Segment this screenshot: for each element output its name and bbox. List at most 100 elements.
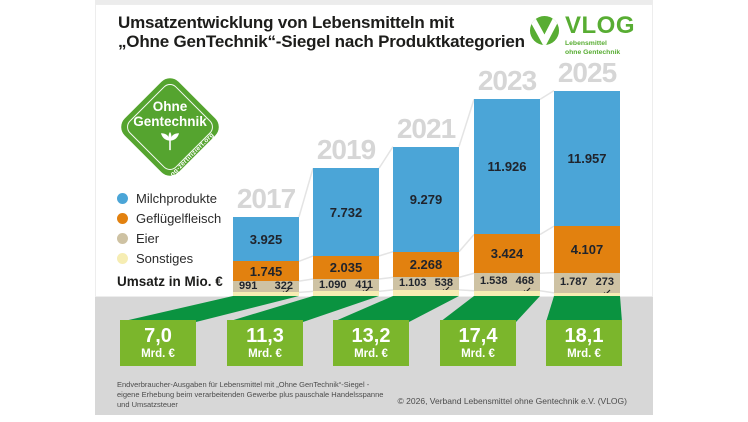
vlog-wordmark: VLOG Lebensmittel ohne Gentechnik (565, 12, 636, 57)
value-gefluegelfleisch: 1.745 (249, 263, 283, 279)
legend-label: Sonstiges (136, 250, 194, 266)
value-sonstiges: 538 (434, 277, 453, 290)
total-box-2023: 17,4 Mrd. € (440, 320, 516, 366)
total-value: 18,1 (564, 324, 604, 347)
segment-milchprodukte: 9.279 (393, 146, 459, 252)
seal-text-line2: Gentechnik (133, 114, 207, 129)
legend-item-geflügelfleisch: Geflügelfleisch (117, 208, 223, 228)
value-sonstiges: 411 (355, 278, 373, 291)
segment-gefluegelfleisch: 2.035 (313, 255, 379, 279)
segment-eier: 1.103 538 (393, 277, 459, 293)
segment-eier: 991 322 (233, 280, 299, 296)
title-line-1: Umsatzentwicklung von Lebensmitteln mit (118, 13, 455, 32)
segment-sonstiges (474, 290, 540, 296)
segment-sonstiges (233, 292, 299, 296)
copyright: © 2026, Verband Lebensmittel ohne Gentec… (397, 396, 627, 406)
value-eier: 1.103 (399, 277, 427, 290)
year-label-2021: 2021 (396, 112, 456, 144)
seal-text-line1: Ohne (152, 99, 188, 115)
footnote-line2: eigene Erhebung beim verarbeitenden Gewe… (117, 389, 384, 399)
total-value: 11,3 (246, 324, 284, 347)
value-milchprodukte: 3.925 (249, 231, 283, 247)
segment-gefluegelfleisch: 1.745 (233, 261, 299, 282)
value-gefluegelfleisch: 4.107 (570, 241, 604, 257)
total-value: 7,0 (144, 324, 172, 347)
footnote-line1: Endverbraucher-Ausgaben für Lebensmittel… (117, 380, 370, 389)
value-sonstiges: 273 (595, 276, 614, 289)
legend-item-sonstiges: Sonstiges (117, 248, 223, 268)
legend: Milchprodukte Geflügelfleisch Eier Sonstige… (117, 188, 223, 289)
segment-milchprodukte: 7.732 (313, 168, 379, 256)
vlog-logo: VLOG Lebensmittel ohne Gentechnik (529, 12, 636, 57)
value-milchprodukte: 9.279 (409, 191, 443, 207)
legend-item-eier: Eier (117, 228, 223, 248)
ohne-gentechnik-seal: Ohne Gentechnik og-zertifiziert.org (116, 73, 224, 181)
seal-leaf-icon (157, 131, 183, 156)
value-eier: 1.090 (319, 278, 347, 291)
legend-label: Milchprodukte (136, 190, 217, 206)
legend-dot-icon (117, 252, 128, 264)
segment-gefluegelfleisch: 4.107 (554, 226, 620, 273)
bar-2021: 9.279 2.268 1.103 538 (393, 146, 459, 296)
value-eier: 1.787 (560, 276, 588, 289)
page-title: Umsatzentwicklung von Lebensmitteln mit … (118, 13, 525, 51)
total-unit: Mrd. € (461, 347, 495, 360)
seal-content: Ohne Gentechnik (117, 74, 223, 180)
top-strip (95, 0, 653, 4)
legend-dot-icon (117, 212, 128, 224)
total-box-2025: 18,1 Mrd. € (546, 320, 622, 366)
total-value: 13,2 (351, 324, 391, 347)
value-gefluegelfleisch: 2.035 (329, 259, 363, 275)
bar-2017: 3.925 1.745 991 322 (233, 216, 299, 296)
segment-eier: 1.787 273 (554, 272, 620, 296)
bar-2019: 7.732 2.035 1.090 411 (313, 168, 379, 296)
value-gefluegelfleisch: 3.424 (490, 246, 524, 262)
legend-label: Geflügelfleisch (136, 210, 222, 226)
segment-sonstiges (554, 292, 620, 296)
year-label-2019: 2019 (316, 134, 376, 166)
legend-item-milchprodukte: Milchprodukte (117, 188, 223, 208)
value-sonstiges: 322 (274, 280, 293, 293)
legend-dot-icon (117, 232, 128, 244)
vlog-check-icon (529, 15, 560, 57)
total-unit: Mrd. € (354, 347, 388, 360)
segment-milchprodukte: 3.925 (233, 216, 299, 262)
total-unit: Mrd. € (567, 347, 601, 360)
total-unit: Mrd. € (248, 347, 282, 360)
total-box-2017: 7,0 Mrd. € (120, 320, 196, 366)
footnote-line3: und Umsatzsteuer (117, 399, 178, 409)
total-box-2021: 13,2 Mrd. € (333, 320, 409, 366)
year-label-2023: 2023 (477, 65, 537, 97)
segment-sonstiges (313, 291, 379, 296)
value-sonstiges: 468 (515, 275, 534, 288)
value-eier: 991 (239, 280, 258, 293)
year-label-2025: 2025 (557, 56, 617, 88)
segment-milchprodukte: 11.926 (474, 99, 540, 235)
value-milchprodukte: 7.732 (329, 204, 363, 220)
value-milchprodukte: 11.926 (487, 159, 527, 175)
total-unit: Mrd. € (141, 347, 175, 360)
value-eier: 1.538 (480, 275, 508, 288)
title-line-2: „Ohne GenTechnik“-Siegel nach Produktkat… (118, 32, 525, 51)
legend-dot-icon (117, 192, 128, 204)
segment-gefluegelfleisch: 3.424 (474, 234, 540, 274)
segment-gefluegelfleisch: 2.268 (393, 251, 459, 278)
segment-eier: 1.538 468 (474, 273, 540, 294)
vlog-name: VLOG (565, 12, 636, 39)
bar-2023: 11.926 3.424 1.538 468 (474, 99, 540, 296)
total-box-2019: 11,3 Mrd. € (227, 320, 303, 366)
segment-eier: 1.090 411 (313, 278, 379, 295)
value-milchprodukte: 11.957 (567, 150, 607, 166)
unit-label: Umsatz in Mio. € (117, 274, 223, 289)
footnote: Endverbraucher-Ausgaben für Lebensmittel… (117, 380, 383, 409)
segment-sonstiges (393, 289, 459, 296)
value-gefluegelfleisch: 2.268 (409, 257, 443, 273)
vlog-subtitle: Lebensmittel ohne Gentechnik (565, 39, 621, 56)
segment-milchprodukte: 11.957 (554, 90, 620, 227)
bar-2025: 11.957 4.107 1.787 273 (554, 90, 620, 296)
total-value: 17,4 (458, 324, 498, 347)
legend-label: Eier (136, 230, 160, 246)
year-label-2017: 2017 (236, 182, 296, 214)
